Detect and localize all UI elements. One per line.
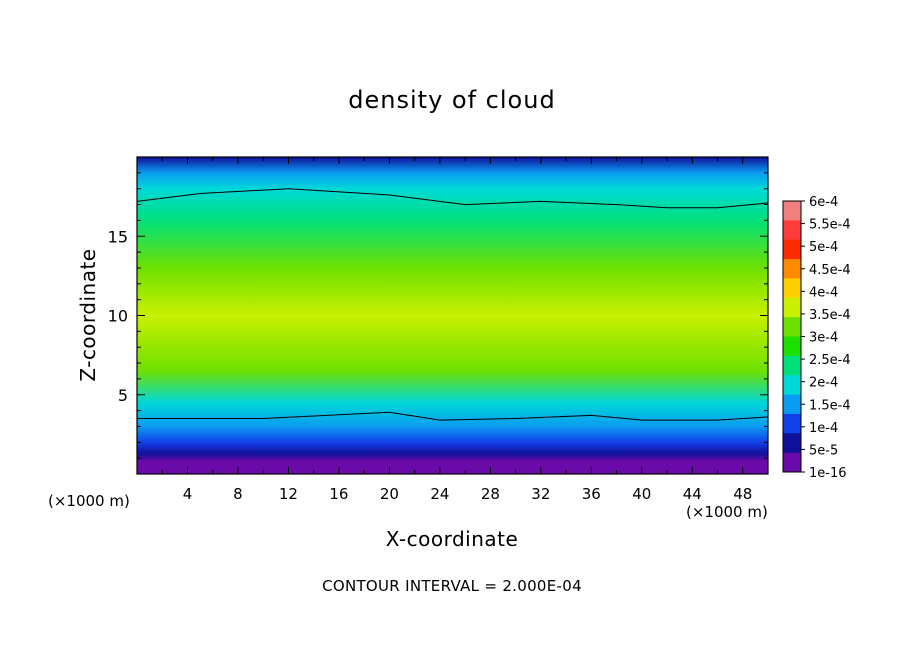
colorbar-swatch xyxy=(783,317,801,337)
colorbar-label: 6e-4 xyxy=(809,195,838,210)
x-tick-label: 36 xyxy=(582,485,601,503)
colorbar-label: 3.5e-4 xyxy=(809,308,851,323)
x-tick-label: 4 xyxy=(183,485,193,503)
colorbar-label: 4.5e-4 xyxy=(809,263,851,278)
colorbar-swatch xyxy=(783,297,801,318)
colorbar-swatch xyxy=(783,201,801,221)
contour-line-upper xyxy=(137,188,768,209)
x-tick-label: 20 xyxy=(380,485,399,503)
colorbar: 6e-4 5.5e-4 5e-4 4.5e-4 4e-4 3.5e-4 3e-4 2.5e-4… xyxy=(782,195,851,481)
x-axis-label: X-coordinate xyxy=(385,527,519,551)
x-tick-label: 8 xyxy=(233,485,243,503)
x-tick-label: 48 xyxy=(733,485,752,503)
x-tick-label: 40 xyxy=(632,485,651,503)
colorbar-label: 2.5e-4 xyxy=(809,353,851,368)
x-tick-label: 12 xyxy=(279,485,298,503)
y-tick-label: 15 xyxy=(108,227,128,246)
x-tick-label: 16 xyxy=(329,485,348,503)
colorbar-label: 3e-4 xyxy=(809,331,838,346)
x-axis-unit: (×1000 m) xyxy=(686,503,768,521)
colorbar-swatch xyxy=(783,394,801,415)
colorbar-swatch xyxy=(783,355,801,376)
colorbar-label: 5.5e-4 xyxy=(809,218,851,233)
y-tick-label: 10 xyxy=(108,307,128,326)
colorbar-swatch xyxy=(783,452,801,473)
colorbar-label: 1.5e-4 xyxy=(809,398,851,413)
colorbar-label: 5e-5 xyxy=(809,443,838,458)
x-axis-ticks: 4 8 12 16 20 24 28 32 36 40 44 48 xyxy=(161,157,752,503)
field-background xyxy=(137,157,768,474)
colorbar-label: 4e-4 xyxy=(809,285,838,300)
colorbar-label: 5e-4 xyxy=(809,240,838,255)
colorbar-label: 2e-4 xyxy=(809,376,838,391)
heatmap-field xyxy=(137,157,768,474)
x-tick-label: 32 xyxy=(531,485,550,503)
colorbar-swatch xyxy=(783,220,801,241)
x-tick-label: 24 xyxy=(430,485,449,503)
colorbar-swatch xyxy=(783,336,801,357)
chart-title: density of cloud xyxy=(348,86,556,114)
contour-line-lower xyxy=(137,411,768,421)
y-axis-ticks: 5 10 15 xyxy=(108,172,768,459)
x-tick-label: 44 xyxy=(683,485,702,503)
y-axis-unit: (×1000 m) xyxy=(48,492,130,510)
colorbar-swatch xyxy=(783,433,801,454)
colorbar-label: 1e-4 xyxy=(809,421,838,436)
colorbar-swatch xyxy=(783,239,801,260)
colorbar-swatch xyxy=(783,413,801,434)
y-tick-label: 5 xyxy=(118,386,128,405)
x-tick-label: 28 xyxy=(481,485,500,503)
colorbar-label: 1e-16 xyxy=(809,466,847,481)
colorbar-swatch xyxy=(783,375,801,396)
colorbar-swatch xyxy=(783,259,801,279)
colorbar-swatch xyxy=(783,278,801,299)
contour-interval-note: CONTOUR INTERVAL = 2.000E-04 xyxy=(322,577,582,595)
